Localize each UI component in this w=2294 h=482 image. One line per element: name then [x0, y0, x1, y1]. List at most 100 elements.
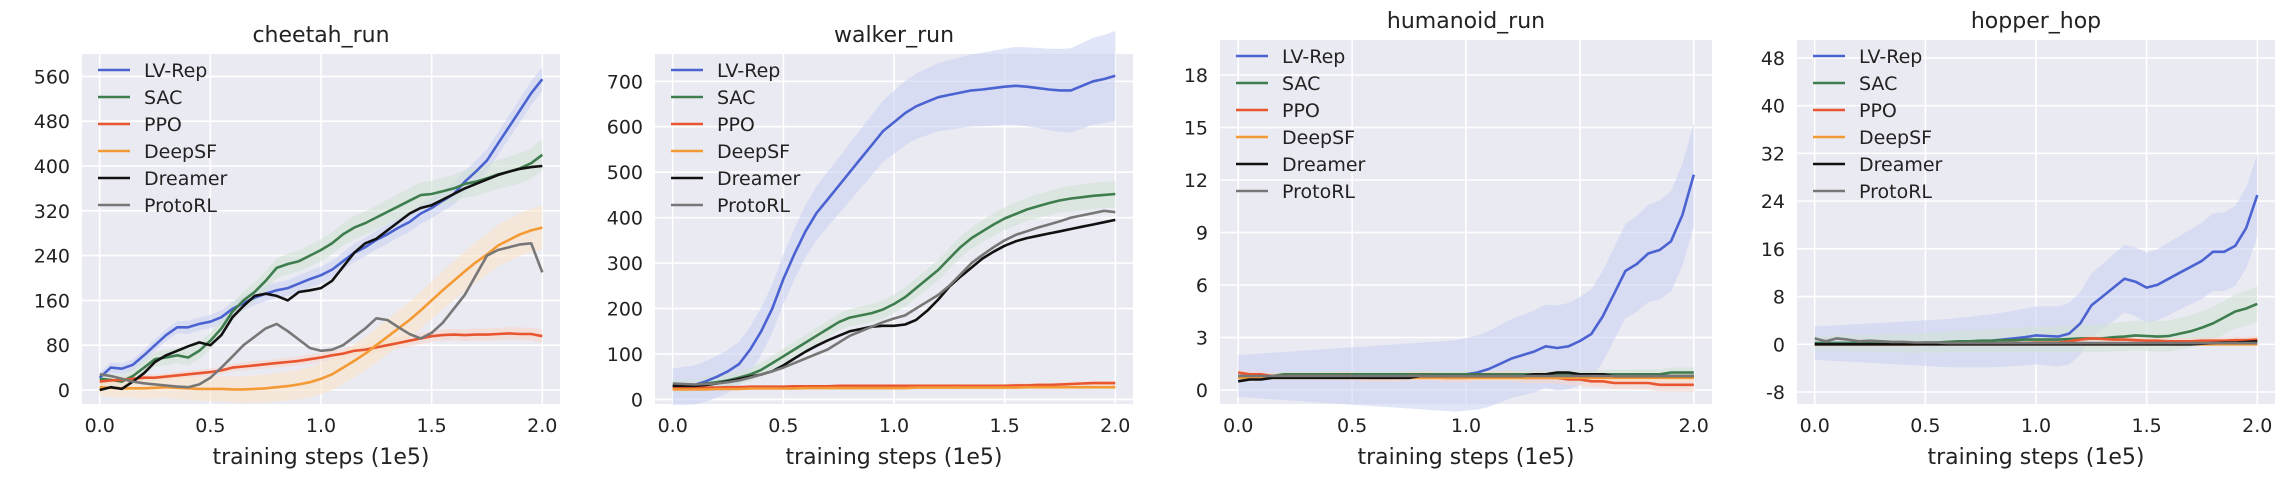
series-line-deepsf [99, 226, 543, 391]
y-tick-label: 3 [1196, 328, 1208, 350]
legend-label-dreamer: Dreamer [1282, 154, 1366, 176]
y-tick-label: 18 [1184, 65, 1208, 87]
x-tick-label: 2.0 [527, 415, 557, 437]
y-tick-label: 0 [58, 380, 70, 402]
x-axis-label: training steps (1e5) [786, 445, 1003, 470]
chart-title: walker_run [834, 23, 954, 48]
y-tick-label: 500 [607, 162, 643, 184]
legend-label-deepsf: DeepSF [1859, 127, 1932, 149]
x-tick-label: 0.5 [195, 415, 225, 437]
y-tick-label: 0 [1196, 380, 1208, 402]
series-line-dreamer [99, 164, 543, 392]
legend-label-deepsf: DeepSF [144, 141, 217, 163]
legend-label-sac: SAC [717, 87, 755, 109]
y-tick-label: 80 [46, 335, 70, 357]
series-line-lv-rep [98, 78, 544, 379]
band-lv-rep [672, 31, 1116, 405]
legend-label-ppo: PPO [144, 114, 182, 136]
series-line-ppo [672, 381, 1116, 390]
legend-label-deepsf: DeepSF [717, 141, 790, 163]
y-tick-label: 240 [34, 246, 70, 268]
series-line-lv-rep [672, 74, 1116, 388]
x-axis-label: training steps (1e5) [1358, 445, 1575, 470]
y-tick-label: 400 [607, 208, 643, 230]
series-line-sac [99, 153, 544, 383]
x-tick-label: 1.0 [1451, 415, 1481, 437]
y-tick-label: 0 [631, 389, 643, 411]
x-tick-label: 1.0 [2021, 415, 2051, 437]
chart-panel-1: 0.0 0.5 1.0 1.5 2.0 0 80 160 240 320 400 480 560 chee… [34, 23, 560, 470]
series-line-ppo [99, 332, 543, 383]
chart-panel-4: 0.0 0.5 1.0 1.5 2.0 -8 0 8 16 24 32 40 48 hopper_hopt… [1761, 9, 2275, 470]
y-tick-label: 400 [34, 156, 70, 178]
y-tick-label: 15 [1184, 118, 1208, 140]
x-tick-label: 2.0 [1679, 415, 1709, 437]
x-tick-label: 1.5 [2132, 415, 2162, 437]
y-tick-label: 560 [34, 66, 70, 88]
legend-label-lv-rep: LV-Rep [1859, 46, 1922, 68]
band-lv-rep [1238, 123, 1694, 412]
y-tick-label: 300 [607, 253, 643, 275]
legend-label-dreamer: Dreamer [717, 168, 801, 190]
x-tick-label: 1.5 [417, 415, 447, 437]
legend-label-ppo: PPO [1859, 100, 1897, 122]
x-tick-label: 2.0 [2242, 415, 2272, 437]
band-ppo [99, 327, 543, 385]
y-tick-label: 700 [607, 71, 643, 93]
legend-label-sac: SAC [1859, 73, 1897, 95]
y-tick-label: 48 [1761, 48, 1785, 70]
band-lv-rep [1814, 154, 2258, 368]
chart-panel-3: 0.0 0.5 1.0 1.5 2.0 0 3 6 9 12 15 18 humanoid_runtra… [1184, 9, 1712, 470]
legend-label-lv-rep: LV-Rep [717, 60, 780, 82]
y-tick-label: 16 [1761, 239, 1785, 261]
x-tick-label: 2.0 [1100, 415, 1130, 437]
y-tick-label: 100 [607, 344, 643, 366]
chart-title: humanoid_run [1387, 9, 1545, 34]
chart-title: hopper_hop [1971, 9, 2101, 34]
legend-label-protorl: ProtoRL [1282, 181, 1355, 203]
x-axis-label: training steps (1e5) [213, 445, 430, 470]
y-tick-label: 40 [1761, 96, 1785, 118]
x-tick-label: 1.0 [306, 415, 336, 437]
legend-label-ppo: PPO [1282, 100, 1320, 122]
legend-label-sac: SAC [144, 87, 182, 109]
legend-label-protorl: ProtoRL [144, 195, 217, 217]
y-tick-label: 24 [1761, 191, 1785, 213]
series-line-sac [672, 192, 1116, 388]
chart-panel-2: 0.0 0.5 1.0 1.5 2.0 0 100 200 300 400 500 600 700 wal… [607, 23, 1133, 470]
band-sac [99, 139, 543, 389]
y-tick-label: 600 [607, 117, 643, 139]
legend-label-protorl: ProtoRL [1859, 181, 1932, 203]
legend-label-deepsf: DeepSF [1282, 127, 1355, 149]
x-tick-label: 1.5 [990, 415, 1020, 437]
series-line-protorl [1814, 337, 2258, 345]
x-tick-label: 0.0 [1223, 415, 1253, 437]
legend-label-lv-rep: LV-Rep [1282, 46, 1345, 68]
legend-label-lv-rep: LV-Rep [144, 60, 207, 82]
legend-label-dreamer: Dreamer [144, 168, 228, 190]
band-sac [672, 180, 1116, 392]
x-tick-label: 1.0 [879, 415, 909, 437]
legend-label-protorl: ProtoRL [717, 195, 790, 217]
x-axis-label: training steps (1e5) [1928, 445, 2145, 470]
y-tick-label: 320 [34, 201, 70, 223]
x-tick-label: 0.5 [1910, 415, 1940, 437]
x-tick-label: 0.5 [768, 415, 798, 437]
y-tick-label: 32 [1761, 143, 1785, 165]
x-tick-label: 0.0 [85, 415, 115, 437]
y-tick-label: 6 [1196, 275, 1208, 297]
chart-title: cheetah_run [252, 23, 389, 48]
legend-label-sac: SAC [1282, 73, 1320, 95]
y-tick-label: 480 [34, 111, 70, 133]
y-tick-label: 200 [607, 299, 643, 321]
x-tick-label: 1.5 [1565, 415, 1595, 437]
band-lv-rep [99, 67, 543, 383]
y-tick-label: -8 [1766, 382, 1785, 404]
legend-label-ppo: PPO [717, 114, 755, 136]
y-tick-label: 0 [1773, 334, 1785, 356]
x-tick-label: 0.0 [1800, 415, 1830, 437]
x-tick-label: 0.0 [658, 415, 688, 437]
y-tick-label: 12 [1184, 170, 1208, 192]
series-line-sac [1238, 371, 1694, 378]
